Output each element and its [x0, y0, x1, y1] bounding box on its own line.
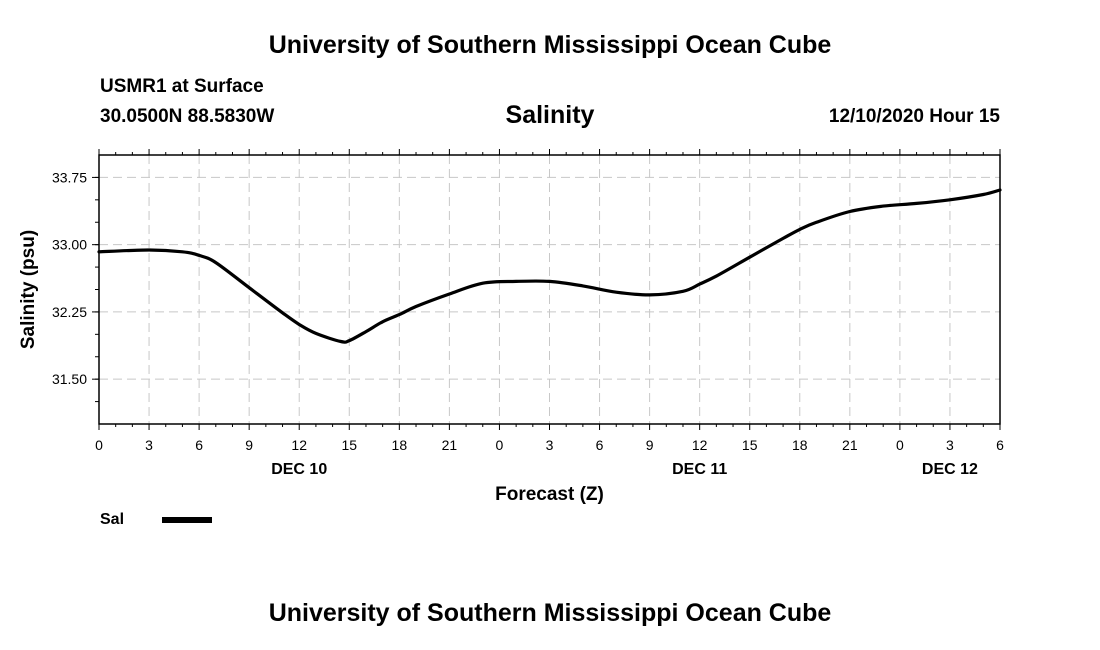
x-tick-label: 0: [95, 437, 103, 453]
x-tick-label: 18: [392, 437, 408, 453]
x-tick-label: 9: [245, 437, 253, 453]
axis-labels: 0 3 6 9 12 15 18 21 0 3 6 9 12 15 18 21 0 3 6 31.50 32.25 33.…: [52, 169, 1004, 478]
x-tick-label: 6: [996, 437, 1004, 453]
legend-label: Sal: [100, 511, 124, 528]
x-tick-label: 15: [742, 437, 758, 453]
x-tick-label: 21: [842, 437, 858, 453]
date-label: DEC 11: [672, 461, 727, 478]
y-tick-label: 33.75: [52, 169, 87, 185]
variable-title: Salinity: [505, 101, 595, 129]
x-tick-label: 3: [946, 437, 954, 453]
x-tick-label: 12: [291, 437, 307, 453]
x-tick-label: 3: [546, 437, 554, 453]
x-tick-label: 18: [792, 437, 808, 453]
chart-top-title: University of Southern Mississippi Ocean…: [268, 31, 832, 59]
x-tick-label: 12: [692, 437, 708, 453]
x-tick-label: 3: [145, 437, 153, 453]
date-label: DEC 10: [271, 461, 327, 478]
forecast-datetime: 12/10/2020 Hour 15: [828, 106, 1000, 127]
grid-lines: [99, 155, 1000, 424]
x-tick-label: 6: [195, 437, 203, 453]
axis-ticks: [92, 149, 1001, 430]
y-tick-label: 31.50: [52, 371, 87, 387]
series-layer: [97, 188, 1002, 344]
y-axis-title: Salinity (psu): [18, 230, 39, 349]
station-label: USMR1 at Surface: [100, 76, 264, 97]
chart-bottom-title: University of Southern Mississippi Ocean…: [268, 599, 832, 627]
x-tick-label: 15: [341, 437, 357, 453]
date-label: DEC 12: [922, 461, 978, 478]
x-tick-label: 21: [442, 437, 458, 453]
station-coordinates: 30.0500N 88.5830W: [100, 106, 275, 127]
series-line-sal: [97, 188, 1002, 344]
x-tick-label: 6: [596, 437, 604, 453]
y-tick-label: 33.00: [52, 237, 87, 253]
y-tick-label: 32.25: [52, 304, 87, 320]
legend: Sal: [100, 511, 212, 528]
x-tick-label: 9: [646, 437, 654, 453]
x-axis-title: Forecast (Z): [495, 484, 604, 505]
x-tick-label: 0: [896, 437, 904, 453]
x-tick-label: 0: [496, 437, 504, 453]
